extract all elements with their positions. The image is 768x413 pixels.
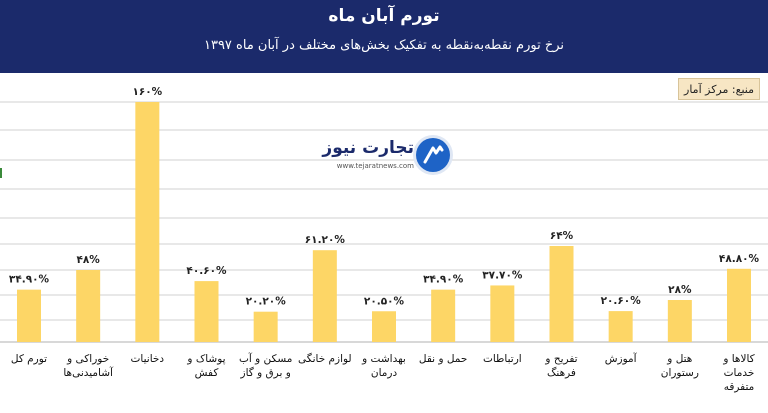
- logo-text: تجارت نیوز: [322, 138, 414, 158]
- data-label: ۲۰.۵۰%: [364, 295, 405, 307]
- data-label: ۶۴%: [550, 230, 574, 242]
- tejarat-news-logo-icon: [416, 138, 450, 172]
- chart-subtitle: نرخ تورم نقطه‌به‌نقطه به تفکیک بخش‌های م…: [203, 38, 565, 53]
- bar: [135, 102, 160, 342]
- chart-title: تورم آبان ماه: [328, 6, 440, 26]
- category-label: آموزش: [604, 353, 637, 365]
- bar: [727, 268, 751, 342]
- header-banner: تورم آبان ماه نرخ تورم نقطه‌به‌نقطه به ت…: [0, 0, 768, 73]
- data-label: ۶۱.۲۰%: [305, 234, 346, 246]
- data-label: ۱۶۰%: [132, 86, 162, 98]
- category-label: خوراکی و آشامیدنی‌ها: [63, 353, 113, 379]
- category-label: هتل و رستوران: [660, 353, 699, 379]
- data-label: ۲۸%: [668, 284, 692, 296]
- bar: [549, 246, 574, 342]
- bar: [194, 281, 219, 342]
- source-note: منبع: مرکز آمار: [678, 78, 760, 100]
- bar: [667, 300, 692, 342]
- category-label: کالاها و خدمات متفرقه: [723, 353, 755, 393]
- data-label: ۳۴.۹۰%: [423, 274, 464, 286]
- bar: [253, 311, 278, 342]
- edge-marker: [0, 168, 2, 178]
- bar: [76, 270, 101, 342]
- category-label: بهداشت و درمان: [362, 353, 406, 379]
- data-label: ۳۷.۷۰%: [482, 269, 523, 281]
- data-label: ۲۰.۲۰%: [246, 296, 287, 308]
- bar: [608, 311, 633, 342]
- logo-url: www.tejaratnews.com: [336, 162, 414, 170]
- category-label: لوازم خانگی: [298, 353, 352, 365]
- category-label: پوشاک و کفش: [187, 353, 226, 379]
- data-label: ۲۰.۶۰%: [601, 295, 642, 307]
- data-label: ۳۴.۹۰%: [9, 274, 50, 286]
- bar: [312, 250, 337, 342]
- bar: [372, 311, 396, 342]
- bar: [490, 285, 515, 342]
- data-label: ۴۰.۶۰%: [186, 265, 227, 277]
- category-label: مسکن و آب و برق و گاز: [238, 353, 293, 379]
- category-label: تورم کل: [10, 353, 48, 365]
- watermark-logo: تجارت نیوز www.tejaratnews.com: [316, 136, 456, 178]
- bar: [17, 289, 41, 342]
- data-label: ۴۸%: [76, 254, 100, 266]
- category-label: دخانیات: [130, 353, 165, 365]
- data-label: ۴۸.۸۰%: [719, 253, 760, 265]
- category-label: ارتباطات: [482, 353, 522, 365]
- bar: [431, 289, 456, 342]
- category-label: تفریح و فرهنگ: [545, 353, 578, 379]
- category-label: حمل و نقل: [418, 353, 468, 365]
